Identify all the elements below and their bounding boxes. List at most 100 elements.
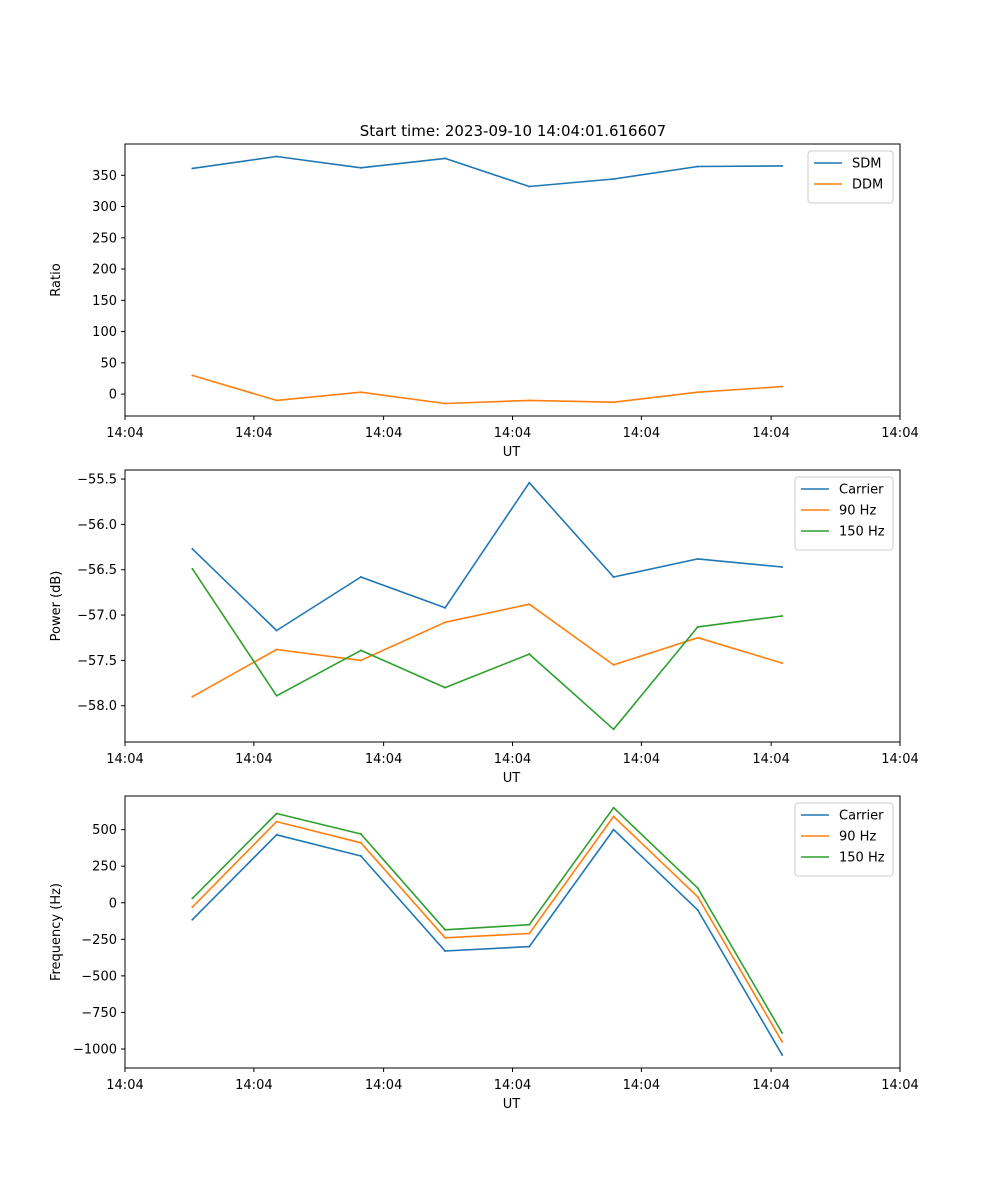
ratio-series-sdm-point [444,157,447,160]
power-series-carrier-point [359,575,362,578]
power-y-tick-label: −57.5 [77,654,117,669]
ratio-x-tick-label: 14:04 [881,426,918,441]
ratio-series-ddm-point [528,399,531,402]
ratio-y-axis-label: Ratio [49,263,64,296]
frequency-series-carrier-point [444,950,447,953]
power-x-tick-label: 14:04 [623,752,660,767]
frequency-series-carrier-point [275,833,278,836]
frequency-series-90-hz-point [275,820,278,823]
ratio-x-tick-label: 14:04 [494,426,531,441]
ratio-x-tick-label: 14:04 [106,426,143,441]
ratio-y-tick-label: 0 [109,388,117,403]
frequency-series-90-hz-point [528,932,531,935]
power-y-tick-label: −56.0 [77,518,117,533]
power-series-90-hz-point [191,695,194,698]
ratio-y-tick-label: 100 [92,325,117,340]
power-legend-label-150-hz: 150 Hz [839,525,885,540]
power-series-carrier-point [781,566,784,569]
power-series-150-hz-point [612,728,615,731]
power-y-tick-label: −57.0 [77,609,117,624]
frequency-series-150-hz-line [191,806,783,1034]
ratio-series-sdm-point [275,155,278,158]
power-legend-label-90-hz: 90 Hz [839,504,876,519]
frequency-y-tick-label: 0 [109,896,117,911]
power-series-90-hz-point [612,663,615,666]
ratio-series-sdm-point [696,165,699,168]
ratio-series-ddm-line [192,374,783,405]
frequency-series-carrier-line [191,828,783,1056]
frequency-series-150-hz-point [275,812,278,815]
power-series-150-hz-point [275,694,278,697]
frequency-series-90-hz-line [191,815,783,1043]
power-x-tick-label: 14:04 [881,752,918,767]
power-series-90-hz-point [444,621,447,624]
frequency-series-90-hz-point [696,895,699,898]
frequency-x-tick-label: 14:04 [365,1078,402,1093]
frequency-panel: 14:04 14:04 14:04 14:04 14:04 14:04 14:04 −1000… [49,795,919,1112]
frequency-series-150-hz-point [359,833,362,836]
frequency-series-carrier-point [696,909,699,912]
frequency-series-150-hz-point [528,923,531,926]
power-series-90-hz-line [192,603,783,698]
frequency-series-carrier-point [191,918,194,921]
power-series-150-hz-line [191,568,783,731]
power-series-90-hz-point [275,648,278,651]
power-series-150-hz-point [444,686,447,689]
frequency-series-90-hz-point [612,815,615,818]
power-series-150-hz-point [191,567,194,570]
ratio-series-ddm-point [444,402,447,405]
frequency-x-tick-label: 14:04 [752,1078,789,1093]
frequency-series-carrier-point [528,945,531,948]
frequency-series-150-hz-point [696,887,699,890]
frequency-series-90-hz-point [359,841,362,844]
frequency-series-150-hz-point [444,928,447,931]
ratio-y-tick-label: 200 [92,263,117,278]
power-x-tick-label: 14:04 [106,752,143,767]
power-series-150-hz-point [781,614,784,617]
frequency-series-carrier-point [359,854,362,857]
frequency-legend-label-carrier: Carrier [839,809,884,824]
ratio-y-tick-label: 250 [92,231,117,246]
ratio-series-ddm-point [696,391,699,394]
frequency-y-tick-label: −500 [81,969,117,984]
frequency-x-tick-label: 14:04 [235,1078,272,1093]
power-y-tick-label: −58.0 [77,699,117,714]
power-series-carrier-point [696,557,699,560]
frequency-legend-label-90-hz: 90 Hz [839,830,876,845]
power-series-90-hz-point [528,603,531,606]
ratio-series-sdm-point [528,185,531,188]
power-series-carrier-point [275,629,278,632]
frequency-series-150-hz-point [191,897,194,900]
ratio-y-tick-label: 350 [92,169,117,184]
frequency-series-carrier-point [612,828,615,831]
ratio-x-tick-label: 14:04 [235,426,272,441]
frequency-y-tick-label: 500 [92,823,117,838]
frequency-y-tick-label: −250 [81,933,117,948]
power-series-150-hz-point [528,653,531,656]
frequency-y-tick-label: −1000 [73,1042,117,1057]
power-y-tick-label: −56.5 [77,563,117,578]
frequency-series-90-hz-point [781,1040,784,1043]
power-series-carrier-point [528,481,531,484]
frequency-legend-label-150-hz: 150 Hz [839,851,885,866]
ratio-series-ddm-point [275,399,278,402]
power-x-tick-label: 14:04 [365,752,402,767]
frequency-x-tick-label: 14:04 [494,1078,531,1093]
ratio-series-sdm-point [191,167,194,170]
power-axes-frame [124,469,901,743]
power-legend-label-carrier: Carrier [839,483,884,498]
ratio-series-sdm-point [781,164,784,167]
figure-title: Start time: 2023-09-10 14:04:01.616607 [360,122,666,140]
frequency-series-carrier-point [781,1053,784,1056]
power-x-tick-label: 14:04 [752,752,789,767]
frequency-y-tick-label: 250 [92,860,117,875]
power-series-carrier-line [191,481,783,632]
frequency-x-tick-label: 14:04 [881,1078,918,1093]
ratio-x-tick-label: 14:04 [365,426,402,441]
frequency-series-150-hz-point [612,806,615,809]
ratio-series-ddm-point [191,374,194,377]
ratio-series-ddm-point [359,391,362,394]
frequency-x-tick-label: 14:04 [623,1078,660,1093]
power-x-axis-label: UT [503,771,521,786]
